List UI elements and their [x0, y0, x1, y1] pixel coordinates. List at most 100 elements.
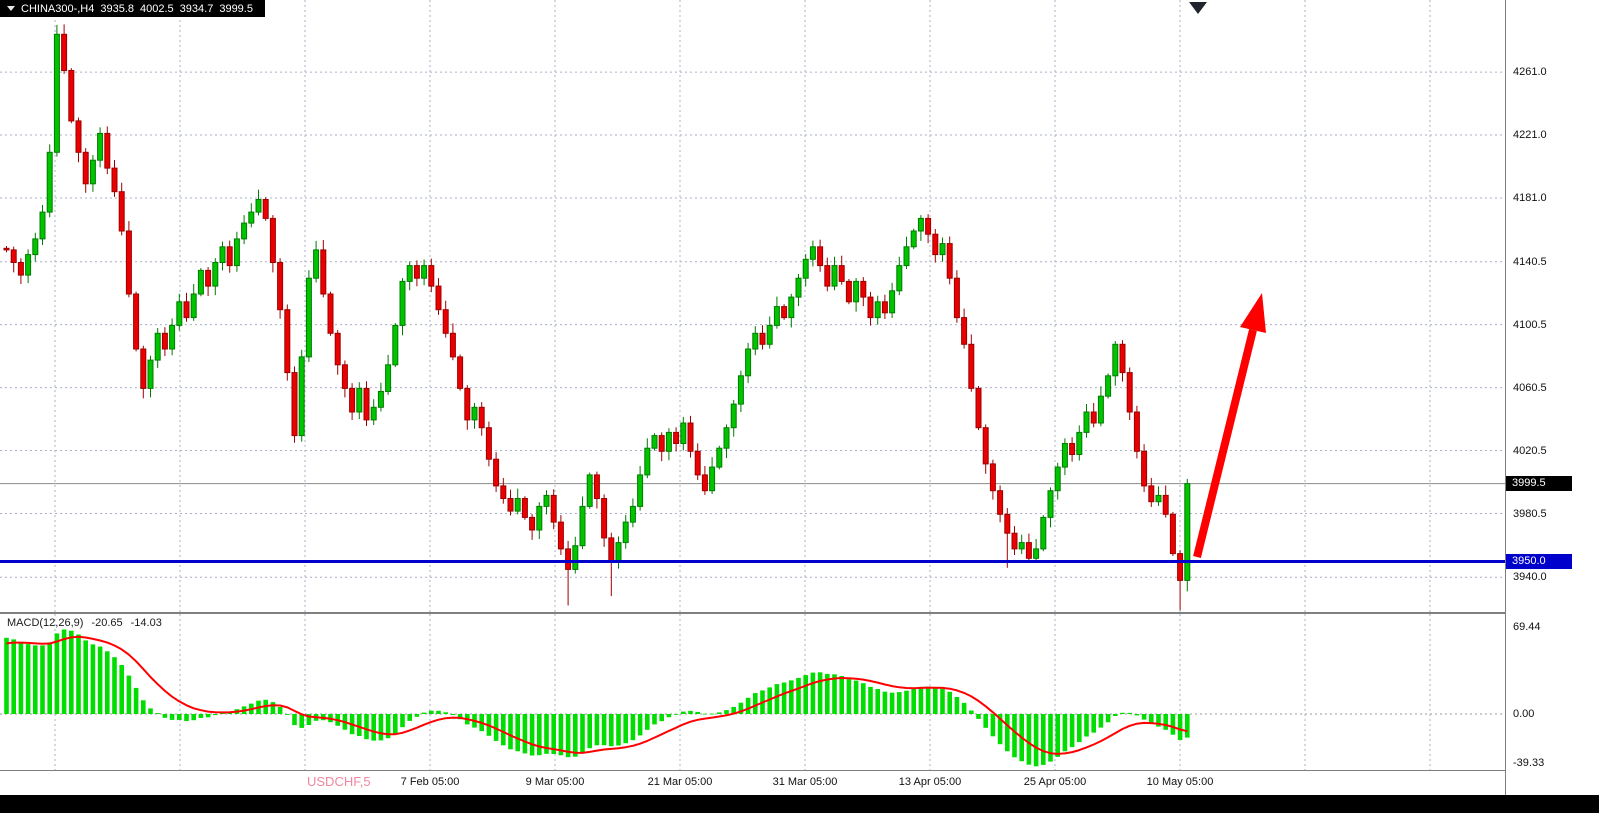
macd-bar [630, 714, 636, 741]
macd-scale-tick: -39.33 [1513, 757, 1545, 770]
macd-bar [753, 693, 758, 714]
macd-bar [97, 646, 103, 714]
candle-body [953, 277, 960, 319]
macd-bar [659, 714, 664, 722]
macd-bar [148, 708, 153, 714]
macd-bar [817, 672, 823, 714]
candle-body [313, 249, 320, 279]
macd-bar [1041, 714, 1046, 765]
macd-bar [601, 714, 607, 746]
macd-bar [688, 710, 693, 714]
macd-bar [364, 714, 369, 740]
macd-scale-tick: 69.44 [1513, 620, 1541, 633]
candle-body [961, 317, 968, 345]
candle-body [1004, 513, 1011, 534]
macd-bar [457, 714, 463, 720]
candle-body [89, 159, 96, 185]
macd-bar [1033, 714, 1039, 767]
price-chart-area[interactable] [0, 0, 1505, 612]
candle-body [572, 545, 579, 570]
macd-bar [177, 714, 182, 720]
candle-body [1069, 443, 1076, 455]
candle-body [1162, 494, 1169, 515]
candle-body [795, 277, 802, 298]
time-scale[interactable]: USDCHF,5 7 Feb 05:00 9 Mar 05:00 21 Mar 05… [0, 771, 1505, 795]
macd-bar [947, 691, 952, 714]
macd-bar [429, 710, 434, 714]
macd-bar [889, 692, 895, 714]
candle-body [781, 306, 788, 319]
candle-body [1018, 542, 1025, 550]
candle-body [471, 406, 478, 421]
macd-panel[interactable]: MACD(12,26,9) -20.65 -14.03 [0, 614, 1505, 770]
macd-chart[interactable] [0, 614, 1505, 770]
panel-separator[interactable] [0, 612, 1599, 614]
candle-body [752, 332, 759, 350]
candle-body [593, 474, 600, 499]
candle-body [1177, 553, 1184, 581]
candle-body [1097, 395, 1104, 424]
macd-bar [69, 630, 74, 714]
candle-body [428, 265, 435, 287]
macd-bar [745, 697, 751, 714]
candle-body [665, 431, 672, 452]
candle-body [255, 199, 262, 213]
macd-bar [1185, 714, 1190, 738]
macd-bar [544, 714, 549, 754]
candle-body [637, 474, 644, 507]
macd-bar [105, 651, 110, 714]
trend-arrow[interactable] [1193, 293, 1266, 558]
macd-bar [781, 682, 787, 714]
macd-bar [587, 714, 592, 749]
candle-body [349, 387, 356, 413]
candle-body [68, 70, 75, 122]
candle-body [1011, 532, 1018, 550]
candlestick-chart[interactable] [0, 0, 1505, 612]
candle-body [529, 516, 536, 531]
candle-body [687, 422, 694, 452]
price-tick: 3980.5 [1513, 507, 1547, 520]
macd-bar [537, 714, 542, 756]
macd-bar [810, 672, 816, 714]
macd-bar [940, 688, 945, 714]
candle-body [442, 309, 449, 334]
macd-bar [162, 714, 168, 718]
macd-bar [393, 714, 398, 734]
candle-body [212, 262, 219, 287]
macd-bar [738, 702, 744, 714]
candle-body [1112, 343, 1119, 377]
macd-bar [796, 677, 801, 714]
macd-bar [54, 633, 60, 714]
candle-body [845, 280, 852, 303]
macd-bar [501, 714, 506, 746]
object-marker-icon[interactable] [1189, 2, 1207, 14]
high-value: 4002.5 [140, 2, 174, 15]
price-tick: 4261.0 [1513, 66, 1547, 79]
macd-bar [33, 645, 38, 714]
macd-bar [724, 710, 729, 714]
candle-body [53, 33, 60, 153]
candle-body [1105, 375, 1112, 397]
candle-body [874, 301, 881, 319]
macd-bar [1091, 714, 1096, 733]
candle-body [25, 254, 32, 276]
candle-body [169, 324, 176, 350]
candle-body [680, 422, 687, 444]
macd-bar [832, 674, 837, 714]
macd-bar [1105, 714, 1111, 723]
macd-bar [1048, 714, 1053, 762]
symbol-dropdown-icon[interactable] [7, 6, 15, 11]
macd-bar [191, 714, 196, 721]
price-scale[interactable]: 3999.5 3950.0 4261.0 4221.0 4181.0 4140.5 41… [1505, 0, 1599, 795]
candle-body [291, 372, 298, 437]
candle-body [1133, 411, 1140, 452]
candle-body [1047, 490, 1054, 518]
candle-body [809, 246, 816, 260]
candle-body [586, 474, 593, 507]
macd-bar [875, 689, 880, 714]
macd-bar [558, 714, 564, 756]
candle-body [457, 356, 464, 389]
candle-body [1169, 513, 1176, 555]
candle-body [1155, 494, 1162, 503]
price-tick: 4020.5 [1513, 444, 1547, 457]
